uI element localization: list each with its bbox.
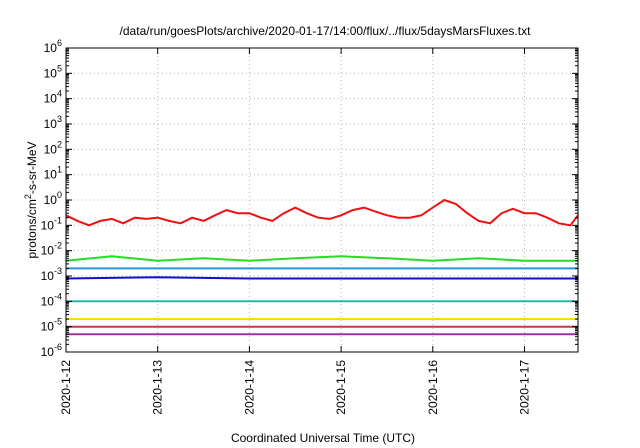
y-tick-label: 10-4 [41,291,62,308]
y-tick-label: 10-2 [41,241,62,258]
x-tick-label: 2020-1-13 [151,360,165,415]
y-tick-label: 101 [44,165,62,182]
series-line-4 [65,276,578,280]
y-tick-label: 10-1 [41,215,62,232]
grid-lines [65,48,578,352]
x-tick-label: 2020-1-14 [242,360,256,415]
y-tick-label: 103 [44,114,62,131]
chart-title: /data/run/goesPlots/archive/2020-01-17/1… [120,24,532,38]
y-tick-label: 105 [44,63,62,80]
x-axis: 2020-1-12 2020-1-13 2020-1-14 2020-1-15 2020… [59,48,532,415]
y-tick-label: 104 [44,89,62,106]
y-axis-label: protons/cm2-s-sr-MeV [23,141,39,258]
y-tick-label: 10-5 [41,317,62,334]
x-tick-label: 2020-1-17 [518,360,532,415]
y-tick-label: 10-6 [41,342,62,359]
x-tick-label: 2020-1-15 [334,360,348,415]
y-tick-label: 100 [44,190,62,207]
x-axis-label: Coordinated Universal Time (UTC) [231,431,415,445]
y-tick-label: 106 [44,38,62,55]
y-tick-label: 10-3 [41,266,62,283]
series-line-1 [65,198,579,227]
y-tick-label: 102 [44,139,62,156]
series-layer [65,198,579,336]
y-axis: 10-6 10-5 10-4 10-3 10-2 10-1 100 101 102 103 104 1… [41,38,578,359]
series-line-2 [65,255,578,262]
x-tick-label: 2020-1-12 [59,360,73,415]
x-tick-label: 2020-1-16 [426,360,440,415]
